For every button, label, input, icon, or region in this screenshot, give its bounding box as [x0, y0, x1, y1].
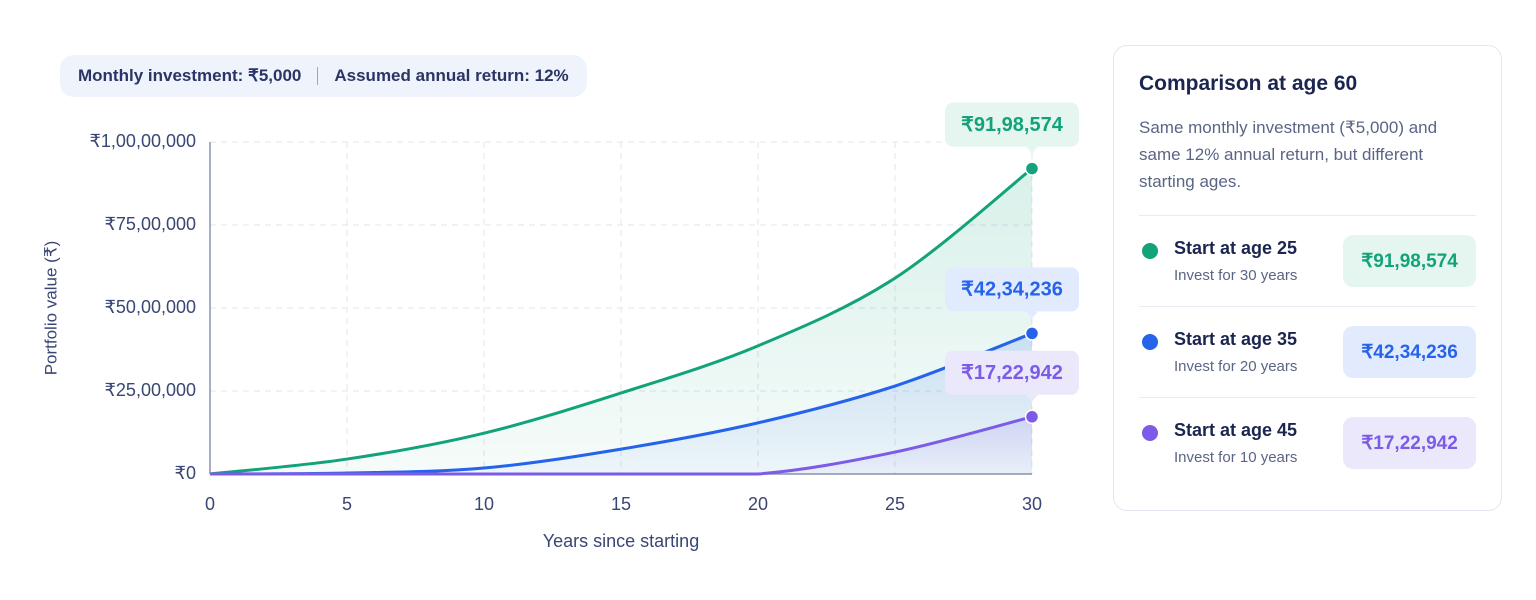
x-tick-label: 20	[748, 494, 768, 514]
end-point	[1024, 161, 1040, 176]
value-bubble	[945, 102, 1079, 147]
assumption: Monthly investment: ₹5,000	[78, 66, 302, 85]
row-detail: Invest for 20 years	[1174, 358, 1298, 375]
row-detail: Invest for 10 years	[1174, 449, 1298, 466]
value-bubble	[945, 350, 1079, 395]
comparison-row: Start at age 35 Invest for 20 years ₹42,34…	[1139, 306, 1476, 397]
row-text: Start at age 45 Invest for 10 years	[1174, 420, 1297, 466]
comparison-panel: Comparison at age 60 Same monthly invest…	[1113, 45, 1502, 511]
data-label: ₹91,98,574	[961, 114, 1064, 136]
row-text: Start at age 25 Invest for 30 years	[1174, 238, 1297, 284]
area	[210, 168, 1032, 474]
assumptions: Monthly investment: ₹5,000 Assumed annua…	[60, 55, 587, 97]
row-detail: Invest for 30 years	[1174, 267, 1298, 284]
data-label: ₹42,34,236	[961, 279, 1063, 301]
x-tick-label: 15	[611, 494, 631, 514]
panel-title: Comparison at age 60	[1139, 72, 1358, 95]
bubble-pointer	[1026, 146, 1038, 154]
legend-dot	[1142, 243, 1158, 259]
separator	[317, 67, 319, 85]
y-tick-label: ₹1,00,00,000	[89, 131, 196, 151]
bubble-pointer	[1026, 311, 1038, 319]
x-tick-label: 10	[474, 494, 494, 514]
assumption: Assumed annual return: 12%	[334, 66, 569, 85]
y-axis-label: Portfolio value (₹)	[41, 241, 60, 376]
bubble-pointer	[1026, 394, 1038, 402]
legend-entry: Start at age 35	[1174, 329, 1298, 349]
legend-entry: Start at age 45	[1174, 420, 1298, 440]
row-text: Start at age 35 Invest for 20 years	[1174, 329, 1297, 375]
end-point	[1024, 409, 1040, 425]
series-line	[209, 167, 1033, 476]
series-line	[210, 415, 1033, 476]
legend-dot	[1142, 425, 1158, 441]
y-tick-label: ₹0	[175, 463, 196, 483]
area	[210, 333, 1032, 474]
legend-entry: Start at age 25	[1174, 238, 1298, 258]
data-label: ₹17,22,942	[961, 362, 1063, 384]
comparison-row: Start at age 25 Invest for 30 years ₹91,98…	[1139, 215, 1476, 306]
end-point	[1024, 326, 1040, 341]
panel-description: Same monthly investment (₹5,000) and sam…	[1139, 118, 1438, 191]
x-tick-label: 25	[885, 494, 905, 514]
rows: Start at age 25 Invest for 30 years ₹91,98…	[1139, 215, 1476, 488]
value-badge: ₹91,98,574	[1343, 235, 1476, 287]
x-tick-label: 30	[1022, 494, 1042, 514]
value-badge: ₹17,22,942	[1343, 417, 1476, 469]
comparison-row: Start at age 45 Invest for 10 years ₹17,22…	[1139, 397, 1476, 488]
legend-dot	[1142, 334, 1158, 350]
x-tick-label: 5	[342, 494, 352, 514]
area	[210, 416, 1032, 474]
value-badge: ₹42,34,236	[1343, 326, 1476, 378]
x-axis-label: Years since starting	[543, 531, 699, 551]
x-tick-label: 0	[205, 494, 215, 514]
y-tick-label: ₹75,00,000	[104, 214, 196, 234]
y-tick-label: ₹25,00,000	[104, 380, 196, 400]
value-bubble	[945, 267, 1079, 312]
y-tick-label: ₹50,00,000	[104, 297, 196, 317]
